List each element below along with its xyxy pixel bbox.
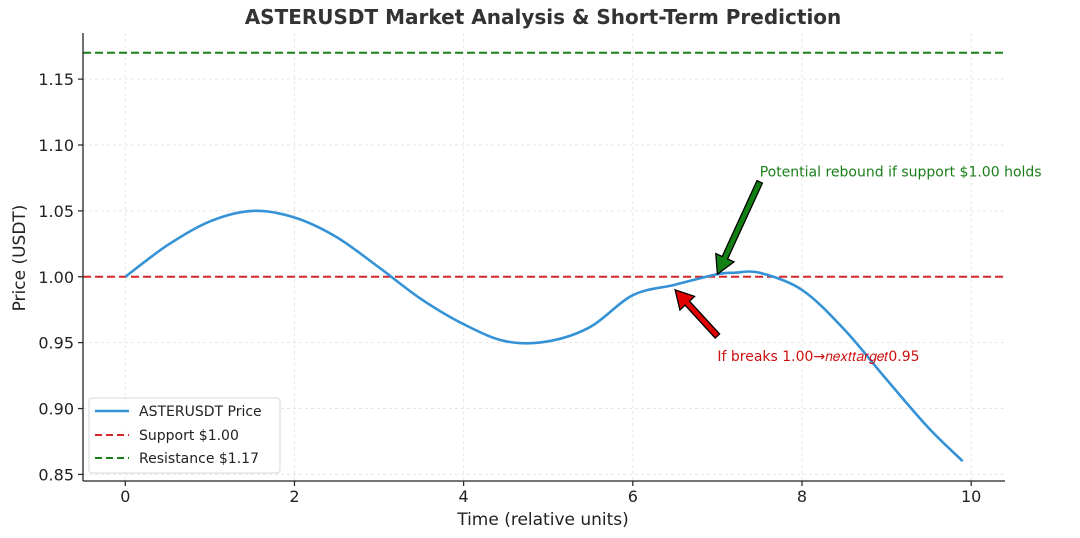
grid bbox=[83, 33, 1005, 481]
breakdown-arrow-icon bbox=[674, 288, 721, 340]
y-tick-label: 0.90 bbox=[38, 400, 74, 419]
legend-label-resistance: Resistance $1.17 bbox=[139, 451, 259, 467]
chart-title: ASTERUSDT Market Analysis & Short-Term P… bbox=[245, 5, 842, 29]
annotation-breakdown: If breaks 1.00→𝑛𝑒𝑥𝑡𝑡𝑎𝑟𝑔𝑒𝑡0.95 bbox=[717, 349, 919, 365]
price-series-line bbox=[124, 209, 964, 463]
y-tick-label: 1.00 bbox=[38, 268, 74, 287]
legend-label-price: ASTERUSDT Price bbox=[139, 404, 262, 420]
y-tick-label: 0.95 bbox=[38, 334, 74, 353]
ticks: 0 2 4 6 8 10 0.85 0.90 0.95 1.00 1.05 1.10 1.15 bbox=[38, 70, 981, 506]
x-tick-label: 8 bbox=[797, 487, 807, 506]
x-tick-label: 2 bbox=[289, 487, 299, 506]
reference-lines bbox=[83, 51, 1005, 278]
y-tick-label: 1.15 bbox=[38, 70, 74, 89]
legend-box bbox=[88, 397, 281, 474]
axes bbox=[82, 33, 1005, 482]
rebound-arrow-icon bbox=[715, 179, 764, 276]
y-tick-label: 0.85 bbox=[38, 465, 74, 484]
x-axis-label: Time (relative units) bbox=[456, 510, 629, 530]
x-tick-label: 10 bbox=[961, 487, 981, 506]
x-tick-label: 6 bbox=[628, 487, 638, 506]
x-tick-label: 0 bbox=[120, 487, 130, 506]
annotations: Potential rebound if support $1.00 holds… bbox=[674, 164, 1042, 365]
y-axis-label: Price (USDT) bbox=[10, 205, 30, 312]
annotation-rebound: Potential rebound if support $1.00 holds bbox=[760, 164, 1042, 180]
legend: ASTERUSDT Price Support $1.00 Resistance… bbox=[88, 397, 281, 474]
x-tick-label: 4 bbox=[459, 487, 469, 506]
y-tick-label: 1.05 bbox=[38, 202, 74, 221]
legend-label-support: Support $1.00 bbox=[139, 428, 239, 444]
y-tick-label: 1.10 bbox=[38, 136, 74, 155]
